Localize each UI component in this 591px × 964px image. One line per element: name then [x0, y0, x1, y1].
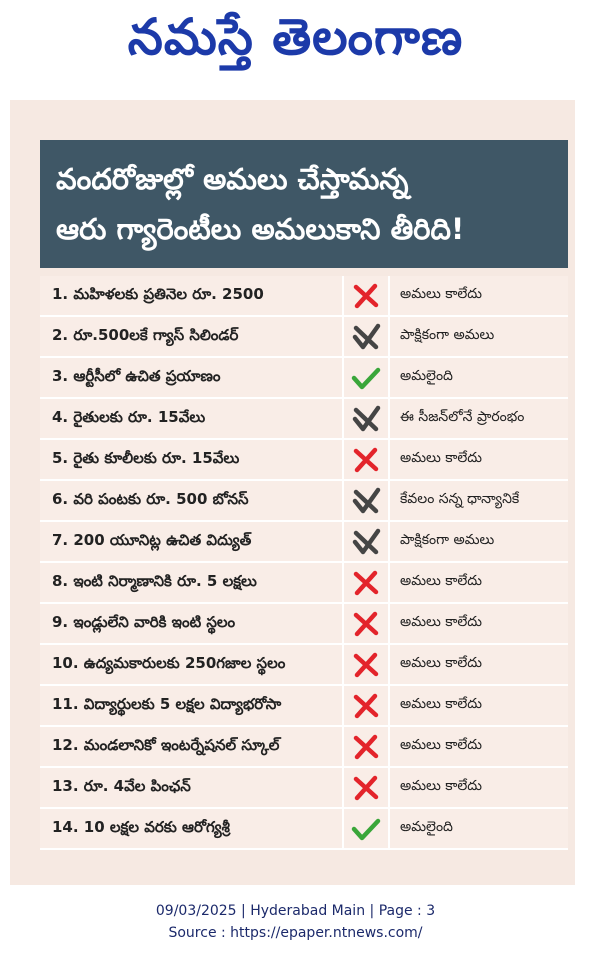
- status-icon: [353, 775, 379, 800]
- icon-stroke: [353, 325, 379, 349]
- status-text: అమలు కాలేదు: [400, 737, 483, 753]
- icon-stroke: [354, 734, 378, 759]
- item-text: 11. విద్యార్థులకు 5 లక్షల విద్యాభరోసా: [40, 686, 344, 725]
- icon-stroke: [354, 570, 378, 595]
- item-text: 12. మండలానికో ఇంటర్నేషనల్ స్కూల్: [40, 727, 344, 766]
- icon-cell: [344, 604, 390, 643]
- item-text: 5. రైతు కూలీలకు రూ. 15వేలు: [40, 440, 344, 479]
- icon-cell: [344, 481, 390, 520]
- footer: 09/03/2025 | Hyderabad Main | Page : 3 S…: [0, 900, 591, 944]
- item-text: 1. మహిళలకు ప్రతినెల రూ. 2500: [40, 276, 344, 315]
- item-text: 3. ఆర్టీసీలో ఉచిత ప్రయాణం: [40, 358, 344, 397]
- status-icon: [352, 487, 381, 513]
- icon-cell: [344, 317, 390, 356]
- status-text: పాక్షికంగా అమలు: [400, 327, 495, 343]
- status-text: పాక్షికంగా అమలు: [400, 532, 495, 548]
- status-text: అమలు కాలేదు: [400, 778, 483, 794]
- icon-cell: [344, 276, 390, 315]
- icon-cell: [344, 768, 390, 807]
- headline-line: ఆరు గ్యారెంటీలు అమలుకాని తీరిది!: [56, 212, 465, 246]
- icon-stroke: [354, 693, 378, 718]
- item-text: 9. ఇండ్లులేని వారికి ఇంటి స్థలం: [40, 604, 344, 643]
- status-text: అమలు కాలేదు: [400, 286, 483, 302]
- icon-cell: [344, 358, 390, 397]
- icon-stroke: [351, 367, 381, 389]
- status-text: అమలు కాలేదు: [400, 450, 483, 466]
- icon-stroke: [354, 283, 378, 308]
- status-icon: [353, 447, 379, 472]
- status-text: కేవలం సన్న ధాన్యానికే: [400, 491, 520, 507]
- icon-stroke: [353, 407, 379, 431]
- table-row: 2. రూ.500లకే గ్యాస్ సిలిండర్ పాక్షికంగా అ…: [40, 317, 568, 358]
- table-row: 8. ఇంటి నిర్మాణానికి రూ. 5 లక్షలు అమలు కా…: [40, 563, 568, 604]
- status-text: అమలు కాలేదు: [400, 614, 483, 630]
- item-text: 4. రైతులకు రూ. 15వేలు: [40, 399, 344, 438]
- table-row: 6. వరి పంటకు రూ. 500 బోనస్ కేవలం సన్న ధాన…: [40, 481, 568, 522]
- item-text: 13. రూ. 4వేల పింఛన్: [40, 768, 344, 807]
- table-row: 1. మహిళలకు ప్రతినెల రూ. 2500 అమలు కాలేదు: [40, 276, 568, 317]
- status-icon: [351, 818, 381, 840]
- masthead: నమస్తే తెలంగాణ: [127, 8, 464, 66]
- icon-stroke: [353, 530, 379, 554]
- table: 1. మహిళలకు ప్రతినెల రూ. 2500 అమలు కాలేదు 2…: [40, 276, 568, 850]
- item-text: 10. ఉద్యమకారులకు 250గజాల స్థలం: [40, 645, 344, 684]
- status-icon: [353, 283, 379, 308]
- status-text: అమలైంది: [400, 368, 453, 384]
- status-icon: [352, 323, 381, 349]
- status-text: అమలైంది: [400, 819, 453, 835]
- status-icon: [352, 528, 381, 554]
- icon-cell: [344, 522, 390, 561]
- item-text: 14. 10 లక్షల వరకు ఆరోగ్యశ్రీ: [40, 809, 344, 848]
- status-icon: [353, 570, 379, 595]
- icon-stroke: [354, 611, 378, 636]
- footer-line: 09/03/2025 | Hyderabad Main | Page : 3: [155, 903, 436, 919]
- icon-stroke: [354, 447, 378, 472]
- table-row: 13. రూ. 4వేల పింఛన్ అమలు కాలేదు: [40, 768, 568, 809]
- status-text: అమలు కాలేదు: [400, 696, 483, 712]
- status-icon: [353, 734, 379, 759]
- table-row: 5. రైతు కూలీలకు రూ. 15వేలు అమలు కాలేదు: [40, 440, 568, 481]
- icon-stroke: [352, 528, 381, 554]
- table-row: 3. ఆర్టీసీలో ఉచిత ప్రయాణం అమలైంది: [40, 358, 568, 399]
- icon-stroke: [354, 775, 378, 800]
- icon-cell: [344, 440, 390, 479]
- footer-line: Source : https://epaper.ntnews.com/: [168, 925, 423, 941]
- item-text: 7. 200 యూనిట్ల ఉచిత విద్యుత్: [40, 522, 344, 561]
- status-icon: [352, 405, 381, 431]
- icon-cell: [344, 563, 390, 602]
- status-text: ఈ సీజన్‌లోనే ప్రారంభం: [400, 409, 525, 425]
- item-text: 2. రూ.500లకే గ్యాస్ సిలిండర్: [40, 317, 344, 356]
- status-icon: [353, 693, 379, 718]
- item-text: 8. ఇంటి నిర్మాణానికి రూ. 5 లక్షలు: [40, 563, 344, 602]
- icon-cell: [344, 399, 390, 438]
- headline: వందరోజుల్లో అమలు చేస్తామన్న ఆరు గ్యారెంట…: [40, 140, 568, 268]
- status-icon: [351, 367, 381, 389]
- table-row: 11. విద్యార్థులకు 5 లక్షల విద్యాభరోసా అమల…: [40, 686, 568, 727]
- item-text: 6. వరి పంటకు రూ. 500 బోనస్: [40, 481, 344, 520]
- table-row: 14. 10 లక్షల వరకు ఆరోగ్యశ్రీ అమలైంది: [40, 809, 568, 850]
- status-text: అమలు కాలేదు: [400, 655, 483, 671]
- table-row: 4. రైతులకు రూ. 15వేలు ఈ సీజన్‌లోనే ప్రారం…: [40, 399, 568, 440]
- icon-stroke: [352, 323, 381, 349]
- headline-line: వందరోజుల్లో అమలు చేస్తామన్న: [56, 162, 409, 196]
- icon-stroke: [353, 489, 379, 513]
- status-icon: [353, 611, 379, 636]
- icon-stroke: [352, 405, 381, 431]
- table-row: 9. ఇండ్లులేని వారికి ఇంటి స్థలం అమలు కాలే…: [40, 604, 568, 645]
- icon-stroke: [354, 652, 378, 677]
- status-text: అమలు కాలేదు: [400, 573, 483, 589]
- icon-cell: [344, 809, 390, 848]
- icon-cell: [344, 645, 390, 684]
- icon-cell: [344, 686, 390, 725]
- table-row: 12. మండలానికో ఇంటర్నేషనల్ స్కూల్ అమలు కాల…: [40, 727, 568, 768]
- table-row: 10. ఉద్యమకారులకు 250గజాల స్థలం అమలు కాలేద…: [40, 645, 568, 686]
- status-icon: [353, 652, 379, 677]
- icon-stroke: [352, 487, 381, 513]
- icon-stroke: [351, 818, 381, 840]
- icon-cell: [344, 727, 390, 766]
- table-row: 7. 200 యూనిట్ల ఉచిత విద్యుత్ పాక్షికంగా అ…: [40, 522, 568, 563]
